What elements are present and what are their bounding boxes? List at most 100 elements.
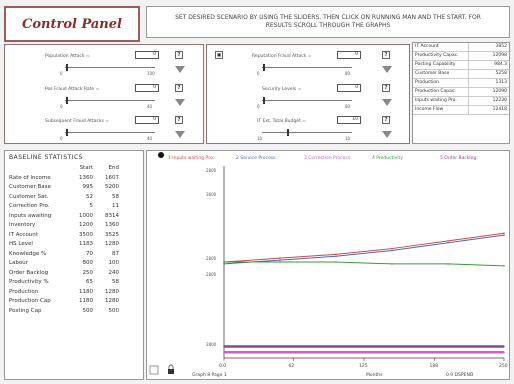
stat-end: 500: [108, 307, 120, 314]
question-icon[interactable]: ?: [175, 51, 183, 59]
question-icon[interactable]: ?: [382, 84, 390, 92]
control-panel-title-box: Control Panel: [4, 6, 140, 42]
result-value: 12090: [492, 89, 507, 94]
slider-input-population-attack[interactable]: 0: [135, 51, 159, 59]
slider-track[interactable]: [65, 132, 155, 133]
result-value: 1313: [495, 80, 507, 85]
data-point: [447, 242, 449, 244]
slider-max: 40: [147, 136, 153, 141]
down-triangle-icon[interactable]: [382, 99, 392, 106]
stats-header-row: Start End: [5, 164, 143, 174]
table-row: Production 1313: [413, 79, 509, 88]
stat-name: Customer Base: [9, 184, 51, 190]
question-icon[interactable]: ?: [175, 84, 183, 92]
stat-start: 1000: [79, 212, 93, 219]
y-tick-label: 2800: [206, 168, 217, 173]
table-row: Customer Sat. 52 58: [5, 193, 143, 203]
lock-icon-shackle: [168, 364, 174, 369]
stat-name: Knowledge %: [9, 250, 47, 257]
slider-min: 0: [60, 71, 63, 76]
question-icon[interactable]: ?: [382, 116, 390, 124]
slider-thumb[interactable]: [287, 129, 289, 136]
table-row: IT Account 3852: [413, 43, 509, 52]
result-value: 3852: [495, 44, 507, 49]
result-value: 12418: [492, 107, 507, 112]
table-row: Inventory 1200 1360: [5, 221, 143, 231]
data-point: [335, 261, 337, 263]
graph-page-label: Graph 8 Page 1: [192, 372, 227, 378]
stat-start: 800: [82, 260, 94, 266]
question-icon[interactable]: ?: [382, 51, 390, 59]
result-value: 5258: [495, 71, 507, 76]
line-chart: 1 Inputs waiting Pro. 2 Service Process 3 …: [149, 155, 508, 378]
slider-thumb[interactable]: [263, 64, 265, 71]
stat-start: 1180: [79, 288, 93, 295]
data-point: [391, 247, 393, 250]
slider-panel-left: Population Attack = 0 ? 0 100 Pos Fraud …: [4, 44, 204, 144]
slider-track[interactable]: [65, 100, 155, 101]
slider-track[interactable]: [65, 67, 155, 68]
stat-end: 58: [112, 193, 119, 200]
page-title: Control Panel: [22, 16, 122, 32]
slider-panel-right: ■ Reputation Fraud Attack = 0 ? 0 80 Sec…: [206, 44, 410, 144]
graph-time-label: 0.9 DSPEND: [446, 372, 474, 378]
slider-thumb[interactable]: [66, 129, 68, 136]
stat-start: 70: [86, 250, 93, 257]
result-name: Production Capac.: [413, 88, 469, 96]
legend-entry: 3 Correction Process: [304, 155, 351, 161]
instructions-box: SET DESIRED SCENARIO BY USING THE SLIDER…: [146, 6, 510, 38]
stat-start: 65: [86, 279, 93, 285]
slider-max: 80: [345, 104, 351, 109]
data-point: [223, 261, 225, 263]
slider-thumb[interactable]: [263, 97, 265, 104]
result-value: 12230: [492, 98, 507, 103]
down-triangle-icon[interactable]: [175, 131, 185, 138]
lock-icon: [168, 369, 174, 374]
stat-name: HS Level: [9, 241, 33, 247]
question-icon[interactable]: ?: [175, 116, 183, 124]
stat-start: 500: [82, 307, 94, 314]
data-point: [503, 345, 505, 348]
stat-end: 3525: [105, 231, 119, 238]
table-row: Productivity Capac. 12098: [413, 52, 509, 61]
slider-track[interactable]: [262, 132, 352, 133]
data-point: [279, 351, 281, 354]
table-row: Posting Capability 984.3: [413, 61, 509, 70]
data-point: [335, 255, 337, 258]
stat-start: 1200: [79, 222, 93, 228]
stat-name: Rate of Income: [9, 174, 51, 181]
x-tick-label: 0.0: [219, 363, 226, 369]
x-tick-label: 62: [288, 363, 294, 369]
data-point: [391, 345, 393, 348]
toggle-icon[interactable]: ■: [215, 51, 223, 59]
y-tick-label: 2800: [206, 256, 217, 261]
slider-input-reputation-fraud[interactable]: 0: [337, 51, 361, 59]
slider-min: 10: [257, 136, 263, 141]
data-point: [335, 345, 337, 348]
data-point: [279, 257, 281, 259]
slider-input-pos-fraud[interactable]: 0: [135, 84, 159, 92]
stat-start: 52: [86, 193, 93, 200]
down-triangle-icon[interactable]: [382, 131, 392, 138]
slider-input-it-budget[interactable]: 10: [337, 116, 361, 124]
slider-track[interactable]: [262, 67, 352, 68]
stat-end: 1280: [105, 298, 119, 304]
slider-thumb[interactable]: [66, 97, 68, 104]
slider-input-subsequent-fraud[interactable]: 0: [135, 116, 159, 124]
y-tick-label: 2800: [206, 342, 217, 347]
col-start: Start: [79, 165, 93, 171]
table-row: Posting Cap 500 500: [5, 307, 143, 317]
slider-thumb[interactable]: [66, 64, 68, 71]
slider-input-security-levels[interactable]: 0: [337, 84, 361, 92]
bullet-icon[interactable]: [158, 152, 164, 158]
table-row: Correction Pro. 5 11: [5, 202, 143, 212]
data-point: [335, 253, 337, 256]
slider-track[interactable]: [262, 100, 352, 101]
down-triangle-icon[interactable]: [175, 99, 185, 106]
stat-name: Correction Pro.: [9, 203, 50, 209]
down-triangle-icon[interactable]: [175, 66, 185, 73]
down-triangle-icon[interactable]: [382, 66, 392, 73]
table-row: Productivity % 65 58: [5, 278, 143, 288]
legend-entry: 5 Order Backlog: [440, 155, 476, 161]
stats-rows: Rate of Income 1360 1607 Customer Base 995 52…: [5, 174, 143, 317]
